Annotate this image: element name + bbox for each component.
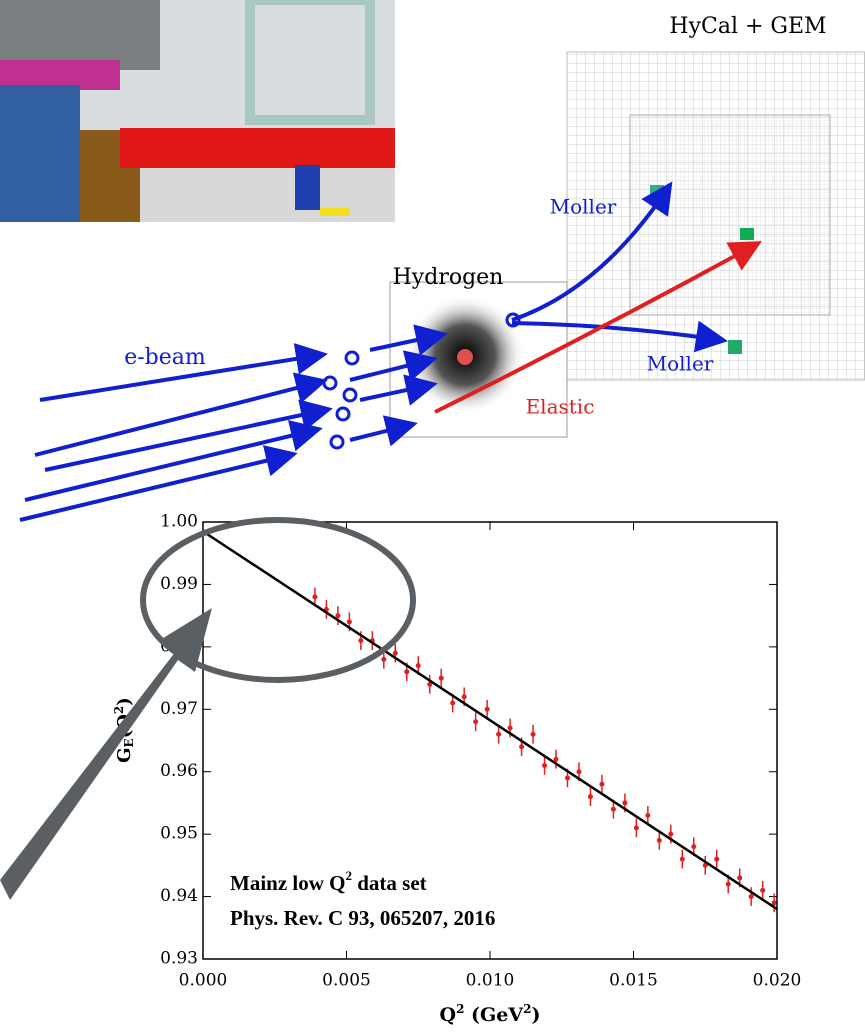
data-point (599, 782, 604, 787)
data-point (645, 813, 650, 818)
x-tick-label: 0.020 (753, 971, 802, 991)
proton (457, 349, 473, 365)
x-label-part: ) (531, 1004, 540, 1026)
y-tick-label: 0.99 (160, 574, 198, 594)
data-point (565, 775, 570, 780)
data-point (312, 594, 317, 599)
y-tick-label: 0.95 (160, 824, 198, 844)
y-tick-label: 0.94 (160, 886, 198, 906)
data-point (554, 757, 559, 762)
data-point (473, 719, 478, 724)
data-point (668, 832, 673, 837)
beam-label: e-beam (124, 345, 206, 370)
highlight-arrow (0, 608, 212, 900)
x-label-part: 2 (523, 1002, 531, 1016)
data-point (588, 794, 593, 799)
data-point (622, 800, 627, 805)
data-point (714, 857, 719, 862)
data-point (496, 732, 501, 737)
data-point (611, 807, 616, 812)
detector-label: HyCal + GEM (669, 14, 826, 39)
annotation-part: data set (352, 871, 427, 895)
x-axis-label: Q2 (GeV2) (440, 1002, 541, 1027)
data-point (576, 769, 581, 774)
data-point (358, 638, 363, 643)
x-label-part: 2 (456, 1002, 464, 1016)
data-point (634, 825, 639, 830)
x-tick-label: 0.005 (322, 971, 371, 991)
data-point (519, 744, 524, 749)
data-point (760, 888, 765, 893)
data-point (737, 875, 742, 880)
data-point (531, 732, 536, 737)
y-tick-label: 0.93 (160, 949, 198, 969)
data-point (680, 857, 685, 862)
annotation: Mainz low Q2 data set (230, 868, 427, 895)
render-illustration (0, 0, 395, 222)
data-point (393, 651, 398, 656)
x-tick-label: 0.000 (179, 971, 228, 991)
x-tick-label: 0.010 (466, 971, 515, 991)
data-point (726, 882, 731, 887)
moller-label: Moller (647, 352, 714, 376)
data-point (347, 619, 352, 624)
annotation-part: Mainz low Q (230, 871, 346, 895)
elastic-label: Elastic (526, 395, 595, 419)
data-point (749, 894, 754, 899)
data-point (416, 663, 421, 668)
x-label-part: (GeV (464, 1004, 524, 1026)
page: HyCal + GEM Hydrogen e-beam Moller Molle… (0, 0, 865, 1036)
fit-line (203, 531, 777, 909)
data-point (381, 657, 386, 662)
data-point (462, 694, 467, 699)
y-tick-label: 1.00 (160, 512, 198, 532)
x-tick-label: 0.015 (609, 971, 658, 991)
data-point (542, 763, 547, 768)
data-point (450, 701, 455, 706)
data-point (439, 676, 444, 681)
annotation: Phys. Rev. C 93, 065207, 2016 (230, 906, 495, 930)
data-point (508, 726, 513, 731)
moller-label: Moller (550, 195, 617, 219)
y-label-part: E (122, 738, 136, 747)
y-label-part: G (114, 747, 135, 762)
data-point (691, 844, 696, 849)
y-tick-label: 0.96 (160, 761, 198, 781)
data-point (657, 838, 662, 843)
data-point (485, 707, 490, 712)
data-point (404, 669, 409, 674)
data-point (335, 613, 340, 618)
y-label-part: 2 (112, 706, 126, 714)
y-label-part: ) (114, 697, 135, 706)
y-tick-label: 0.97 (160, 699, 198, 719)
target-label: Hydrogen (393, 265, 504, 290)
x-label-part: Q (440, 1004, 457, 1026)
